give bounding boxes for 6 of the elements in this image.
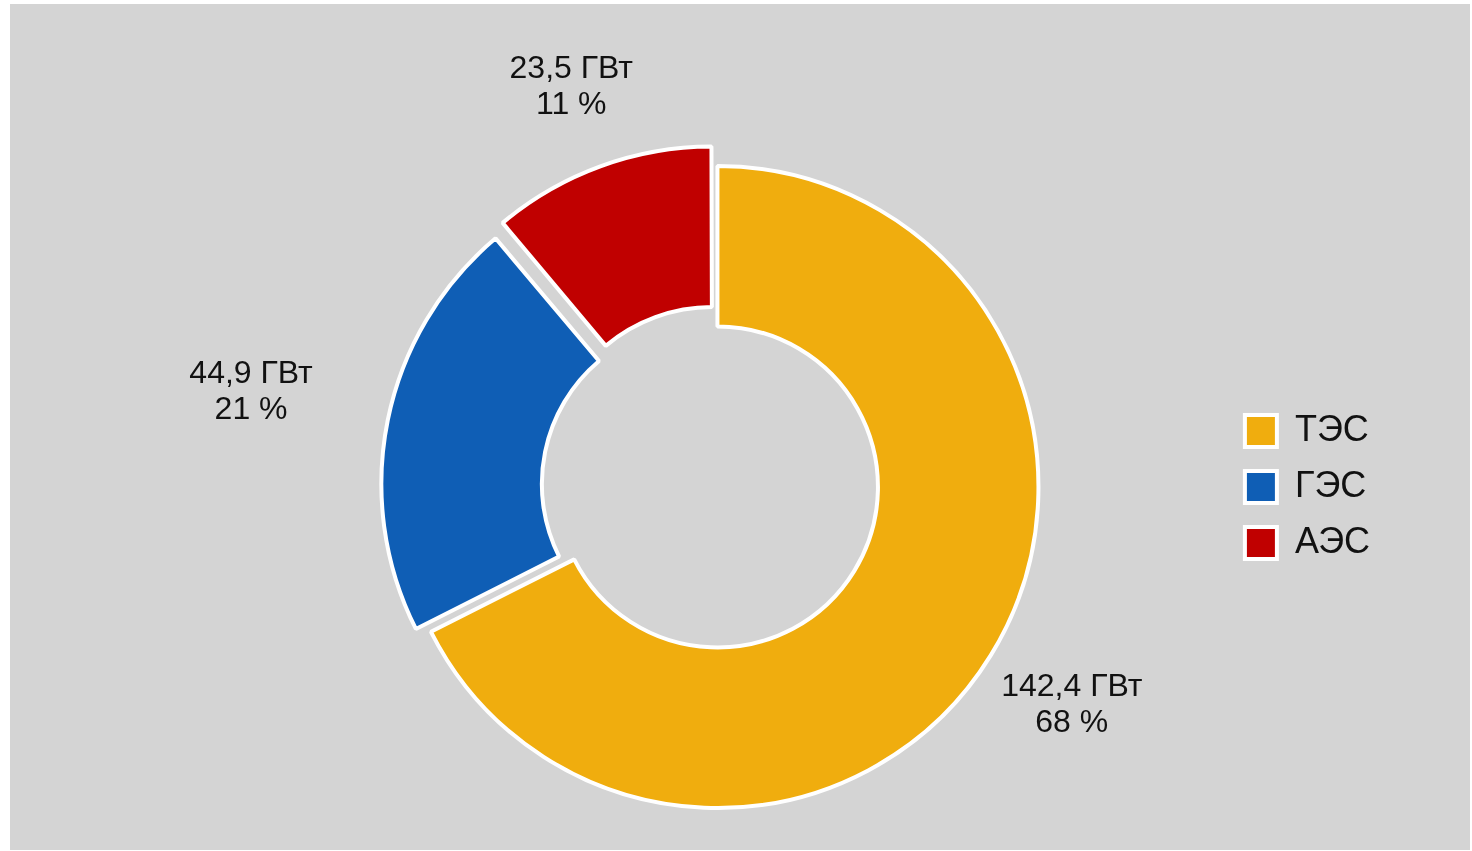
data-label: 142,4 ГВт 68 % xyxy=(1001,666,1143,739)
legend-label: ТЭС xyxy=(1294,407,1369,449)
legend-label: ГЭС xyxy=(1294,463,1367,505)
data-label: 44,9 ГВт 21 % xyxy=(189,353,314,426)
data-label: 23,5 ГВт 11 % xyxy=(509,48,634,121)
legend-label: АЭС xyxy=(1294,519,1370,561)
